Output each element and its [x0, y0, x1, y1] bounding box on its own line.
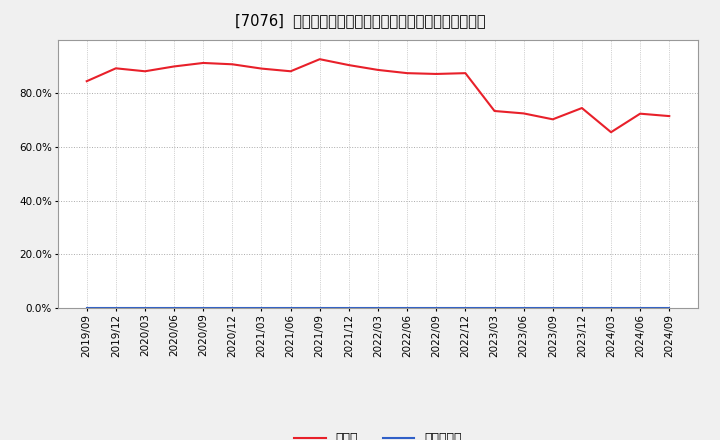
現預金 — [665, 114, 674, 119]
現預金 — [287, 69, 295, 74]
現預金 — [315, 57, 324, 62]
有利子負債 — [549, 305, 557, 311]
現預金 — [519, 111, 528, 116]
現預金 — [402, 70, 411, 76]
現預金 — [636, 111, 644, 116]
現預金 — [199, 60, 207, 66]
現預金 — [461, 70, 469, 76]
現預金 — [228, 62, 237, 67]
有利子負債 — [170, 305, 179, 311]
有利子負債 — [402, 305, 411, 311]
現預金 — [112, 66, 120, 71]
現預金 — [257, 66, 266, 71]
現預金 — [549, 117, 557, 122]
現預金 — [607, 129, 616, 135]
有利子負債 — [345, 305, 354, 311]
有利子負債 — [490, 305, 499, 311]
現預金 — [374, 67, 382, 73]
有利子負債 — [140, 305, 149, 311]
有利子負債 — [199, 305, 207, 311]
Line: 現預金: 現預金 — [86, 59, 670, 132]
現預金 — [490, 108, 499, 114]
有利子負債 — [315, 305, 324, 311]
有利子負債 — [287, 305, 295, 311]
現預金 — [577, 106, 586, 111]
有利子負債 — [112, 305, 120, 311]
現預金 — [140, 69, 149, 74]
有利子負債 — [665, 305, 674, 311]
有利子負債 — [228, 305, 237, 311]
有利子負債 — [607, 305, 616, 311]
Text: [7076]  現預金、有利子負債の総資産に対する比率の推移: [7076] 現預金、有利子負債の総資産に対する比率の推移 — [235, 13, 485, 28]
有利子負債 — [577, 305, 586, 311]
有利子負債 — [374, 305, 382, 311]
有利子負債 — [519, 305, 528, 311]
有利子負債 — [432, 305, 441, 311]
有利子負債 — [461, 305, 469, 311]
有利子負債 — [636, 305, 644, 311]
Legend: 現預金, 有利子負債: 現預金, 有利子負債 — [289, 427, 467, 440]
現預金 — [432, 71, 441, 77]
有利子負債 — [257, 305, 266, 311]
現預金 — [345, 62, 354, 68]
有利子負債 — [82, 305, 91, 311]
現預金 — [170, 64, 179, 69]
現預金 — [82, 79, 91, 84]
